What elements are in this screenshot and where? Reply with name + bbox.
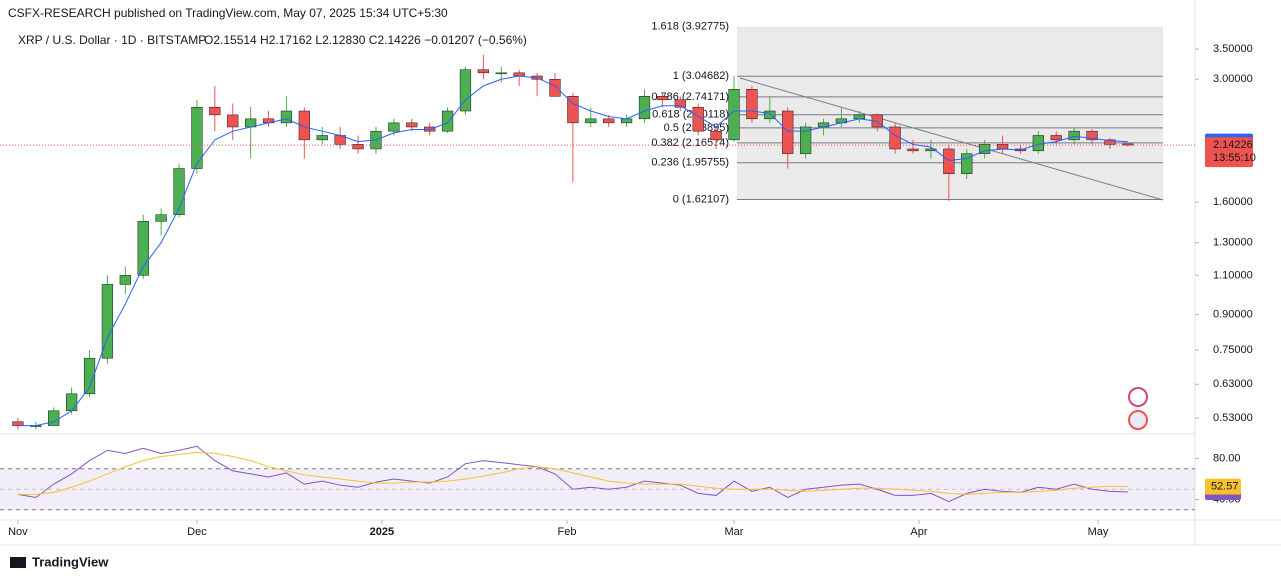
- candle-body: [477, 69, 489, 74]
- y-tick-label: 1.10000: [1213, 269, 1253, 281]
- candle-body: [459, 69, 472, 112]
- y-tick-label: 0.75000: [1213, 344, 1253, 356]
- candle-body: [1068, 130, 1080, 141]
- candle-body: [1122, 143, 1134, 146]
- y-tick-label: 3.50000: [1213, 43, 1253, 55]
- symbol: XRP / U.S. Dollar · 1D · BITSTAMP: [18, 33, 206, 47]
- logo: [10, 557, 26, 568]
- candle-body: [853, 114, 865, 120]
- candle-body: [83, 357, 96, 395]
- rsi-label-bg: [1205, 478, 1241, 495]
- candle-body: [638, 96, 651, 120]
- candle-body: [65, 393, 78, 412]
- candle-body: [728, 89, 740, 141]
- candle-body: [603, 118, 615, 124]
- candle-body: [48, 410, 60, 426]
- published: CSFX-RESEARCH published on TradingView.c…: [8, 6, 448, 20]
- candle-body: [979, 144, 991, 154]
- rsi-label: 52.57: [1211, 481, 1239, 493]
- candle-body: [406, 122, 418, 128]
- candle-body: [889, 126, 901, 150]
- fib-label: 0.618 (2.50118): [652, 109, 729, 121]
- candle-body: [943, 148, 955, 174]
- candle-body: [567, 96, 579, 124]
- fib-label: 0.382 (2.16574): [651, 137, 729, 149]
- candle-body: [907, 148, 919, 152]
- x-tick-label: Mar: [725, 526, 744, 538]
- rsi-band: [0, 468, 1195, 510]
- candle-body: [549, 78, 561, 97]
- candle-body: [585, 118, 597, 124]
- countdown: 13:55:10: [1213, 152, 1256, 164]
- candle-body: [782, 110, 794, 154]
- x-tick-label: May: [1088, 526, 1109, 538]
- candle-body: [191, 106, 203, 169]
- x-tick-label: 2025: [370, 526, 394, 538]
- y-tick-label: 0.90000: [1213, 308, 1253, 320]
- candle-body: [1086, 130, 1098, 141]
- candle-body: [1050, 135, 1062, 141]
- fib-label: 0.236 (1.95755): [651, 157, 729, 169]
- badge: [1128, 410, 1148, 430]
- candle-body: [799, 126, 812, 154]
- trend-line: [739, 77, 1164, 201]
- candle-body: [316, 135, 328, 141]
- candle-body: [746, 89, 758, 120]
- y-tick-label: 1.60000: [1213, 196, 1253, 208]
- x-tick-label: Nov: [8, 526, 28, 538]
- price-label: 2.14226: [1213, 139, 1253, 151]
- price-label-bg: [1205, 137, 1253, 168]
- brand: TradingView: [32, 554, 109, 569]
- badge: [1128, 387, 1148, 407]
- candle-body: [656, 96, 669, 101]
- x-tick-label: Feb: [557, 526, 576, 538]
- fib-label: 0 (1.62107): [673, 193, 729, 205]
- y-tick-label: 0.53000: [1213, 412, 1253, 424]
- candle-body: [137, 221, 149, 276]
- candle-body: [674, 99, 686, 108]
- fib-label: 1 (3.04682): [673, 70, 729, 82]
- candle-body: [280, 110, 293, 124]
- candle-body: [119, 275, 131, 285]
- candle-body: [101, 284, 114, 359]
- fib-label: 1.618 (3.92775): [651, 20, 729, 32]
- candle-body: [12, 421, 24, 426]
- candle-body: [173, 168, 185, 215]
- candle-body: [495, 72, 507, 75]
- candle-body: [1104, 139, 1116, 145]
- candle-body: [961, 153, 973, 174]
- x-tick-label: Dec: [187, 526, 207, 538]
- rsi-tick-label: 80.00: [1213, 452, 1241, 464]
- candle-body: [388, 122, 400, 132]
- candle-body: [1032, 135, 1044, 152]
- y-tick-label: 0.63000: [1213, 378, 1253, 390]
- candle-body: [298, 110, 310, 141]
- candle-body: [352, 144, 364, 150]
- candle-body: [764, 110, 776, 120]
- y-tick-label: 3.00000: [1213, 73, 1253, 85]
- x-tick-label: Apr: [910, 526, 927, 538]
- candle-body: [925, 148, 937, 152]
- candle-body: [209, 106, 221, 116]
- ma-line: [17, 75, 1128, 427]
- rsi-line: [17, 451, 1128, 495]
- fib-box: 1.618 (3.92775) 1 (3.04682) 0.786 (2.74171…: [651, 20, 1163, 205]
- fib-label: 0.786 (2.74171): [651, 91, 729, 103]
- candle-body: [227, 114, 239, 128]
- candle-body: [155, 214, 167, 222]
- candle-body: [620, 118, 633, 124]
- candle-body: [441, 110, 454, 132]
- candle-body: [710, 130, 722, 141]
- badges: [1128, 387, 1148, 430]
- rsi-line: [17, 445, 1128, 503]
- y-tick-label: 1.30000: [1213, 237, 1253, 249]
- ohlc: O2.15514 H2.17162 L2.12830 C2.14226 −0.0…: [204, 33, 527, 47]
